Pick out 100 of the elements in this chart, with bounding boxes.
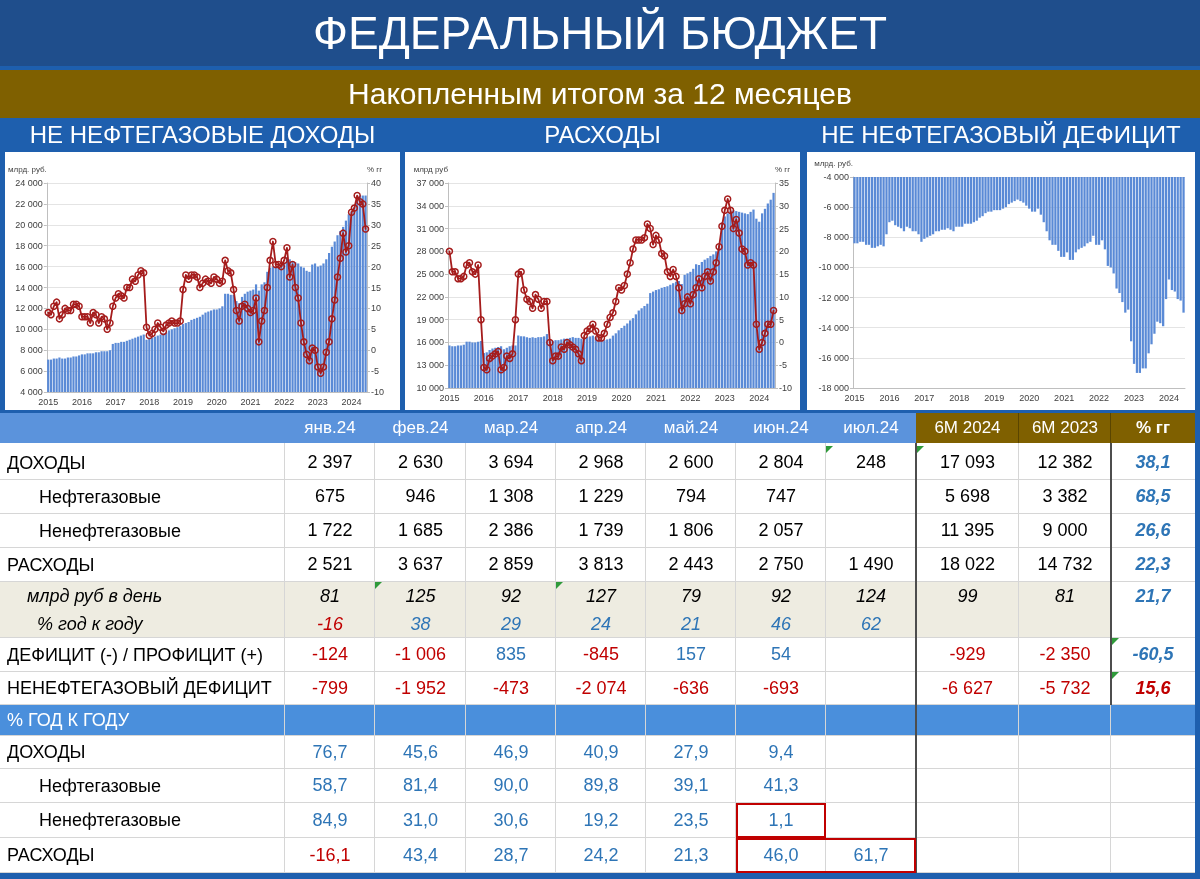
text: 23,5: [673, 810, 709, 830]
text: 45,6: [402, 742, 439, 762]
text: 46: [770, 614, 792, 634]
y-tick-label: -10 000: [818, 262, 849, 273]
y-tick-label: 22 000: [15, 198, 43, 209]
y2-tick-label: 35: [779, 178, 790, 188]
x-tick-label: 2024: [1158, 392, 1179, 403]
x-tick-label: 2023: [307, 396, 328, 407]
y-axis-title: млрд. руб.: [7, 164, 47, 174]
text: 81: [1054, 586, 1076, 606]
x-tick-label: 2016: [473, 392, 494, 403]
text: 62: [860, 614, 882, 634]
text: 90,0: [493, 775, 529, 795]
text: 2 443: [668, 554, 714, 574]
text: 675: [314, 486, 346, 506]
y2-tick-label: -10: [779, 383, 793, 393]
y2-tick-label: -10: [371, 387, 385, 397]
text: -799: [311, 678, 349, 698]
text: 11 395: [940, 520, 995, 540]
category-label: Ненефтегазовые: [39, 521, 181, 541]
category-label: % год к году: [37, 614, 143, 634]
y-tick-label: 25 000: [416, 269, 444, 280]
text: -693: [762, 678, 800, 698]
text: 84,9: [312, 810, 348, 830]
y2-tick-label: 40: [371, 178, 382, 188]
text: 248: [855, 452, 887, 472]
text: -2 350: [1039, 644, 1091, 664]
chart-title: РАСХОДЫ: [543, 120, 662, 150]
text: 38: [410, 614, 431, 634]
text: 15,6: [1135, 678, 1171, 698]
y-tick-label: -16 000: [818, 352, 849, 363]
y-tick-label: 37 000: [416, 178, 444, 188]
text: Накопленным итогом за 12 месяцев: [0, 70, 1200, 118]
text: 2 859: [488, 554, 534, 574]
text: 99: [957, 586, 978, 606]
x-tick-label: 2015: [38, 396, 59, 407]
category-label: янв.24: [303, 417, 357, 439]
text: 27,9: [673, 742, 709, 762]
y2-tick-label: 5: [371, 324, 377, 335]
y2-tick-label: 30: [371, 219, 382, 230]
text: 1,1: [768, 810, 794, 830]
y-tick-label: 10 000: [416, 383, 444, 393]
x-tick-label: 2024: [341, 396, 362, 407]
text: 46,0: [763, 845, 799, 865]
y2-tick-label: 10: [371, 303, 382, 314]
text: 835: [495, 644, 527, 664]
x-tick-label: 2017: [105, 396, 126, 407]
category-label: апр.24: [574, 417, 628, 439]
y2-tick-label: -5: [371, 366, 380, 377]
y2-axis-title: % гг: [367, 164, 383, 174]
y-tick-label: 20 000: [15, 219, 43, 230]
x-tick-label: 2020: [611, 392, 632, 403]
y2-tick-label: 30: [779, 200, 790, 211]
x-tick-label: 2015: [844, 392, 865, 403]
y2-tick-label: 25: [779, 223, 790, 234]
x-tick-label: 2018: [542, 392, 563, 403]
text: -60,5: [1132, 644, 1174, 664]
x-tick-label: 2019: [173, 396, 194, 407]
text: 2 968: [578, 452, 624, 472]
y-tick-label: 24 000: [15, 178, 43, 188]
category-label: млрд руб в день: [27, 586, 163, 606]
category-label: РАСХОДЫ: [7, 555, 95, 575]
text: 2 600: [668, 452, 714, 472]
text: 41,3: [763, 775, 799, 795]
category-label: 6M 2023: [1030, 417, 1100, 439]
text: ФЕДЕРАЛЬНЫЙ БЮДЖЕТ: [0, 0, 1200, 66]
text: -16,1: [309, 845, 351, 865]
y-axis-title: млрд руб: [413, 164, 449, 174]
y-tick-label: 18 000: [15, 240, 43, 251]
y-tick-label: 16 000: [15, 261, 43, 272]
x-tick-label: 2021: [1054, 392, 1075, 403]
text: 1 722: [307, 520, 353, 540]
y2-tick-label: 25: [371, 240, 382, 251]
text: 12 382: [1037, 452, 1093, 472]
y-tick-label: 16 000: [416, 337, 444, 348]
text: -2 074: [575, 678, 627, 698]
x-tick-label: 2020: [1019, 392, 1040, 403]
y-tick-label: -12 000: [818, 292, 849, 303]
text: 3 813: [578, 554, 624, 574]
text: 68,5: [1135, 486, 1171, 506]
text: 2 386: [488, 520, 534, 540]
text: 30,6: [493, 810, 529, 830]
text: 92: [500, 586, 522, 606]
text: 1 308: [488, 486, 534, 506]
x-tick-label: 2020: [206, 396, 227, 407]
x-tick-label: 2022: [680, 392, 701, 403]
text: -1 952: [394, 678, 447, 698]
x-tick-label: 2022: [274, 396, 295, 407]
text: 38,1: [1135, 452, 1171, 472]
y-tick-label: 14 000: [15, 282, 43, 293]
text: 21,3: [673, 845, 709, 865]
text: 18 022: [939, 554, 996, 574]
text: 3 382: [1042, 486, 1088, 506]
text: 2 057: [758, 520, 804, 540]
text: 61,7: [853, 845, 889, 865]
y-tick-label: 13 000: [416, 360, 444, 371]
text: 1 229: [578, 486, 624, 506]
category-label: июл.24: [842, 417, 900, 439]
text: -845: [582, 644, 620, 664]
text: 24: [590, 614, 612, 634]
